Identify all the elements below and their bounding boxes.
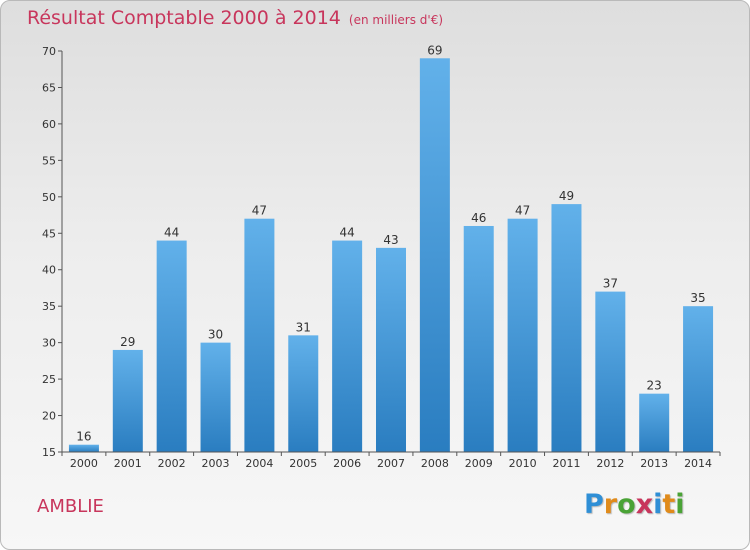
bar-value-label: 29: [120, 335, 135, 349]
x-tick-label: 2012: [596, 457, 624, 470]
logo-letter: o: [617, 489, 636, 520]
bar-2001: [112, 349, 143, 452]
chart-title: Résultat Comptable 2000 à 2014 (en millie…: [27, 7, 443, 29]
bar-value-label: 30: [208, 328, 223, 342]
logo-letter: i: [675, 489, 685, 520]
x-tick-label: 2005: [289, 457, 317, 470]
bar-2009: [463, 225, 494, 452]
chart-unit: (en milliers d'€): [348, 13, 444, 27]
bar-value-label: 35: [690, 291, 705, 305]
bar-2010: [507, 218, 538, 452]
bar-2004: [244, 218, 275, 452]
bar-value-label: 46: [471, 211, 486, 225]
logo-letter: i: [653, 489, 663, 520]
x-tick-label: 2010: [509, 457, 537, 470]
x-tick-label: 2000: [70, 457, 98, 470]
y-tick-label: 35: [42, 300, 56, 313]
bar-value-label: 43: [383, 233, 398, 247]
chart-title-text: Résultat Comptable 2000 à 2014: [27, 7, 341, 29]
commune-name: AMBLIE: [37, 496, 104, 517]
bar-value-label: 23: [647, 379, 662, 393]
y-tick-label: 45: [42, 227, 56, 240]
bar-2014: [683, 306, 714, 452]
bar-2002: [156, 240, 187, 452]
x-tick-label: 2011: [552, 457, 580, 470]
bar-value-label: 47: [515, 204, 530, 218]
bar-value-label: 44: [164, 226, 179, 240]
x-tick-label: 2008: [421, 457, 449, 470]
bar-2012: [595, 291, 626, 452]
x-tick-label: 2002: [158, 457, 186, 470]
logo-letter: r: [603, 489, 618, 520]
bar-value-label: 31: [296, 320, 311, 334]
x-tick-label: 2007: [377, 457, 405, 470]
x-tick-label: 2003: [202, 457, 230, 470]
bar-2005: [288, 335, 319, 452]
bar-value-label: 69: [427, 43, 442, 57]
x-tick-label: 2001: [114, 457, 142, 470]
x-tick-label: 2009: [465, 457, 493, 470]
logo-letter: t: [662, 489, 676, 520]
y-tick-label: 15: [42, 446, 56, 459]
bar-2008: [419, 58, 450, 453]
axes-group: 2000 2001 2002 2003 2004 2005 2006 2007 2008 2009…: [42, 45, 721, 470]
bar-value-label: 37: [603, 277, 618, 291]
bar-2000: [68, 444, 99, 452]
x-tick-label: 2004: [245, 457, 273, 470]
y-tick-label: 25: [42, 373, 56, 386]
y-tick-label: 30: [42, 337, 56, 350]
y-tick-label: 60: [42, 118, 56, 131]
bar-value-label: 47: [252, 204, 267, 218]
bar-value-label: 16: [76, 430, 91, 444]
x-tick-label: 2006: [333, 457, 361, 470]
y-tick-label: 55: [42, 154, 56, 167]
bar-2007: [376, 247, 406, 452]
x-tick-label: 2013: [640, 457, 668, 470]
bars-group: 16 29 44 30 47 31 44 43 69 46 47 49 37 23 35: [68, 43, 714, 453]
y-tick-label: 70: [42, 45, 56, 58]
bar-value-label: 44: [339, 226, 354, 240]
bar-2006: [332, 240, 363, 452]
bar-2011: [551, 204, 582, 452]
bar-2003: [200, 342, 231, 452]
logo-letter: P: [584, 489, 604, 520]
y-tick-label: 40: [42, 264, 56, 277]
logo-letter: x: [635, 489, 654, 520]
bar-value-label: 49: [559, 189, 574, 203]
y-tick-label: 65: [42, 81, 56, 94]
x-tick-label: 2014: [684, 457, 712, 470]
y-tick-label: 20: [42, 410, 56, 423]
bar-2013: [639, 393, 670, 452]
proxiti-logo: Proxiti: [584, 489, 685, 520]
y-tick-label: 50: [42, 191, 56, 204]
